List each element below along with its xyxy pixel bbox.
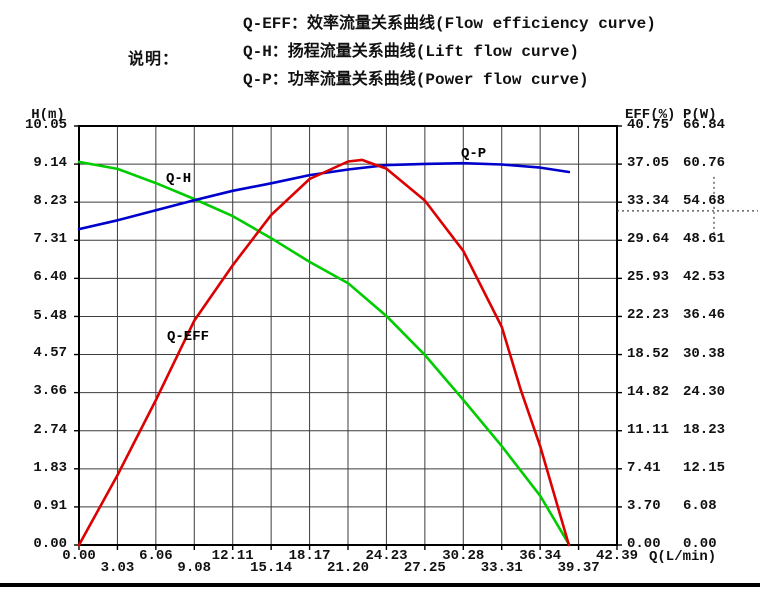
p-axis-tick-label: 30.38 [683,345,726,362]
p-axis-tick-label: 18.23 [683,421,726,438]
h-axis-tick-label: 4.57 [33,345,67,362]
q-axis-tick-label: 36.34 [519,548,562,564]
plot-border [78,125,618,546]
legend-line-qeff: Q-EFF：效率流量关系曲线(Flow efficiency curve) [243,15,656,33]
p-axis-tick-label: 42.53 [683,269,726,286]
q-axis-tick-label: 0.00 [62,548,96,564]
h-axis-tick-label: 3.66 [33,383,67,400]
legend-line-qp: Q-P：功率流量关系曲线(Power flow curve) [243,71,589,89]
q-axis-tick-label: 3.03 [100,560,135,576]
eff-axis-tick-label: 7.41 [627,459,661,476]
curve-q-eff [77,158,571,547]
h-axis-tick-label: 6.40 [33,269,67,286]
curve-label-qh: Q-H [166,171,192,187]
legend-heading: 说明： [128,51,180,69]
q-axis-tick-label: 27.25 [403,560,446,576]
q-axis-tick-label: 30.28 [442,548,485,564]
p-axis-tick-label: 48.61 [683,231,726,248]
eff-axis-tick-label: 18.52 [627,345,670,362]
eff-axis-tick-label: 3.70 [627,497,661,514]
eff-axis-tick-label: 37.05 [627,155,670,172]
curve-q-h [77,160,571,546]
p-axis-title: P(W) [683,107,717,123]
eff-axis-tick-label: 40.75 [627,117,670,133]
p-axis-tick-label: 66.84 [683,117,726,133]
eff-axis-tick-label: 29.64 [627,231,670,248]
h-axis-tick-label: 2.74 [33,421,67,438]
p-axis-tick-label: 60.76 [683,155,726,172]
h-axis-tick-label: 5.48 [33,307,67,324]
eff-axis-tick-label: 11.11 [627,421,670,438]
q-axis-tick-label: 39.37 [557,560,600,576]
h-axis-tick-label: 9.14 [33,154,67,171]
p-axis-tick-label: 54.68 [683,193,726,210]
page-bottom-rule [0,583,760,587]
h-axis-tick-label: 0.00 [33,536,67,552]
eff-axis-title: EFF(%) [625,107,676,123]
curve-label-qp: Q-P [461,146,487,162]
p-axis-tick-label: 6.08 [683,497,717,514]
q-axis-tick-label: 42.39 [595,548,638,564]
h-axis-title: H(m) [31,107,65,123]
legend-line-qh: Q-H：扬程流量关系曲线(Lift flow curve) [243,43,580,61]
p-axis-tick-label: 36.46 [683,307,726,324]
eff-axis-tick-label: 14.82 [627,383,670,400]
curve-q-p [77,161,571,231]
eff-axis-tick-label: 22.23 [627,307,670,324]
q-axis-tick-label: 6.06 [139,548,173,564]
h-axis-tick-label: 1.83 [33,459,67,476]
p-axis-tick-label: 0.00 [683,536,717,552]
q-axis-tick-label: 15.14 [250,560,293,576]
h-axis-tick-label: 0.91 [33,498,67,515]
curve-label-qeff: Q-EFF [167,329,210,345]
q-axis-tick-label: 24.23 [365,548,408,564]
q-axis-title: Q(L/min) [649,549,717,565]
h-axis-tick-label: 10.05 [24,117,67,133]
eff-axis-tick-label: 0.00 [627,536,661,552]
p-axis-tick-label: 12.15 [683,459,726,476]
p-axis-tick-label: 24.30 [683,383,726,400]
q-axis-tick-label: 21.20 [327,560,370,576]
q-axis-tick-label: 12.11 [211,548,254,564]
eff-axis-tick-label: 33.34 [627,193,670,210]
h-axis-tick-label: 7.31 [33,231,67,248]
q-axis-tick-label: 18.17 [288,548,331,564]
eff-axis-tick-label: 25.93 [627,269,670,286]
q-axis-tick-label: 9.08 [177,560,212,576]
h-axis-tick-label: 8.23 [33,192,67,209]
q-axis-tick-label: 33.31 [480,560,523,576]
